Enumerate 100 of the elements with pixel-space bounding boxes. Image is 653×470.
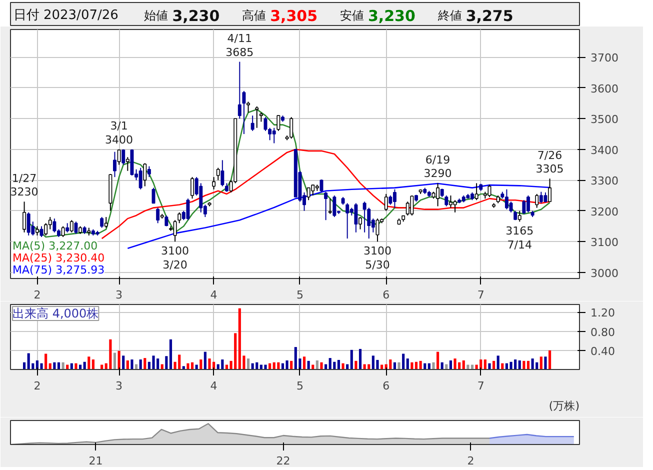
y-tick-label: 3100 [590,236,618,250]
candlestick [242,90,246,135]
candlestick [535,193,539,208]
bar [328,358,332,370]
candlestick [259,112,263,122]
candlestick [186,198,190,221]
text: 始値 3,230 [144,7,220,26]
bar [342,363,344,370]
candlestick [138,167,142,190]
bar [130,359,134,370]
x-tick-label: 21 [88,454,103,468]
candlestick [190,176,194,200]
bar [470,364,474,370]
bar [531,358,534,370]
candlestick [61,226,65,238]
bar [522,360,526,370]
annotation: 1/27 3230 [10,172,38,199]
bar [518,360,521,370]
x-tick-label: 2 [34,288,41,302]
x-tick-label: 2 [34,380,41,392]
bar [118,350,120,370]
bar [264,364,267,370]
candlestick [332,195,336,218]
bar [144,358,146,370]
bar [126,360,129,370]
candlestick [113,151,116,178]
candlestick [518,210,522,222]
annotation: 3100 5/30 [363,244,392,272]
text: 安値 3,230 [340,7,416,26]
bar [492,360,496,370]
bar [445,364,448,370]
candlestick [117,148,121,166]
bar [544,356,547,370]
annotation: 4/11 3685 [226,32,254,59]
bar [160,364,164,370]
candlestick [384,193,388,212]
bar [466,364,470,370]
text: 高値 3,305 [242,7,318,26]
candlestick [212,176,216,190]
y-tick-label: 3300 [590,174,618,188]
candlestick [354,202,358,233]
text: 終値 3,275 [436,7,514,26]
y-tick-label: 3500 [590,113,618,126]
candlestick [26,212,30,236]
candlestick [220,160,224,187]
bar [186,363,190,370]
candlestick [290,116,294,140]
bar [100,364,104,370]
bar [454,358,456,370]
x-tick-label: 7 [477,380,484,392]
bar [312,364,314,370]
candlestick [548,178,552,202]
bar [302,356,306,370]
x-tick-label: 5 [296,288,304,302]
x-tick-label: 22 [276,454,290,468]
candlestick [156,207,160,224]
candlestick [35,226,39,236]
y-tick-label: 3400 [590,144,618,157]
bar [496,356,500,370]
y-tick-label: 0.80 [590,326,615,339]
candlestick [173,220,177,242]
bar [78,364,82,370]
candlestick [122,148,126,166]
bar [484,359,486,370]
bar [436,352,440,370]
bar [152,356,155,370]
bar [432,362,435,370]
bar [208,358,211,370]
y-tick-label: 1.20 [590,306,615,320]
candlestick [522,200,526,214]
text: MA(75) 3,275.93 [12,264,105,276]
bar [290,360,293,370]
bar [40,363,43,370]
bar [113,352,116,370]
annotation: 7/26 3305 [536,148,564,176]
candlestick [143,162,147,187]
candlestick [474,182,478,201]
candlestick [126,156,130,172]
candlestick [410,195,414,216]
x-tick-label: 3 [116,380,123,392]
bar [510,362,512,370]
bar [225,364,228,370]
candlestick [358,216,362,230]
bar [402,354,405,370]
bar [488,363,491,370]
candlestick [276,115,280,132]
bar [462,360,465,370]
candlestick [328,198,332,214]
candlestick [238,61,242,120]
y-tick-label: 3200 [590,205,618,218]
candlestick [147,166,151,178]
bar [389,359,392,370]
x-tick-label: 6 [382,288,390,302]
bar [324,364,328,370]
y-tick-label: 3000 [590,266,618,280]
bar [368,364,370,370]
candlestick [388,195,392,206]
annotation: 3165 7/14 [506,224,534,252]
candlestick [255,106,259,128]
x-tick-label: 4 [210,380,218,392]
